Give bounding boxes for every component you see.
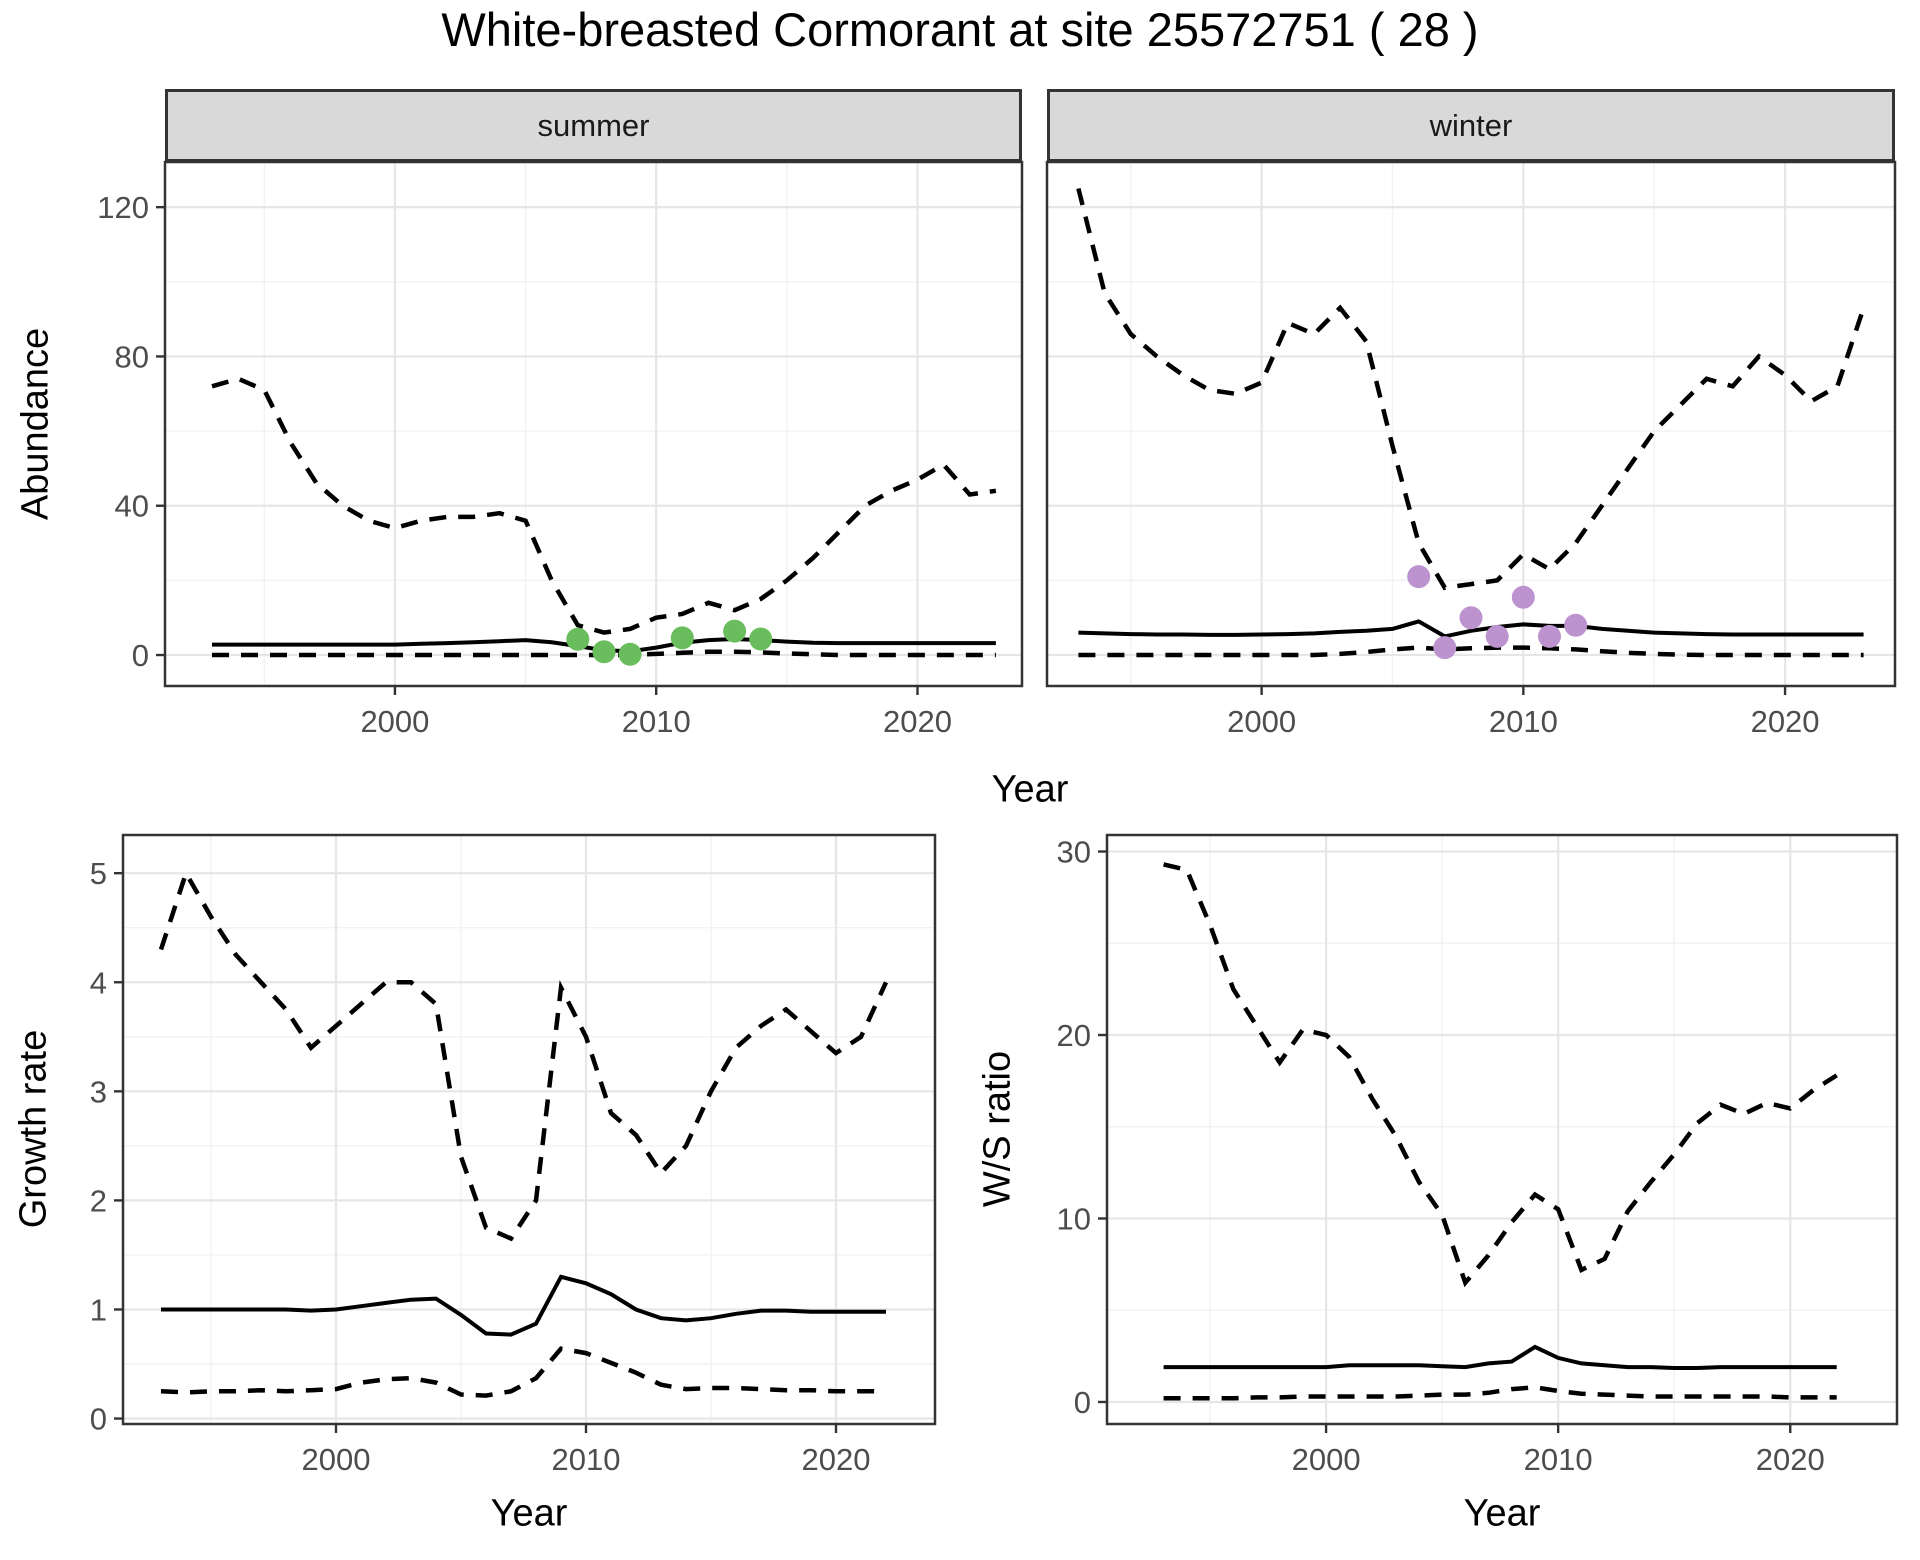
panel-border <box>1045 160 1897 688</box>
panel-ws-ratio: 2000 2010 2020 0 10 20 30 <box>1057 833 1899 1477</box>
plot-title: White-breasted Cormorant at site 2557275… <box>441 3 1479 56</box>
abundance-winter-upper-95ci-line <box>1076 187 1866 591</box>
growth-rate-lower-5ci-line <box>160 1346 886 1398</box>
x-tick-label: 2010 <box>1489 704 1558 739</box>
x-tick-label: 2000 <box>1292 1442 1361 1477</box>
x-tick-label: 2020 <box>802 1442 871 1477</box>
panel-abundance-winter: 2000 2010 2020 <box>1045 160 1897 739</box>
data-point <box>1459 606 1483 630</box>
data-point <box>1538 624 1561 648</box>
facet-strip-summer-label: summer <box>537 107 650 143</box>
x-axis-title-year-top: Year <box>991 768 1069 811</box>
x-tick-label: 2000 <box>360 704 429 739</box>
x-axis-title-year-bottom-right: Year <box>1463 1492 1541 1535</box>
y-tick-label: 5 <box>90 856 107 891</box>
data-point <box>670 626 694 650</box>
x-tick-label: 2000 <box>302 1442 371 1477</box>
data-point <box>1564 613 1588 637</box>
x-tick-label: 2000 <box>1227 704 1296 739</box>
x-tick-label: 2020 <box>1756 1442 1825 1477</box>
x-tick-label: 2020 <box>1751 704 1820 739</box>
panel-abundance-summer: 2000 2010 2020 0 40 80 120 <box>97 160 1024 739</box>
data-point <box>1433 636 1457 660</box>
x-tick-label: 2010 <box>552 1442 621 1477</box>
x-tick-label: 2010 <box>1524 1442 1593 1477</box>
y-tick-label: 2 <box>90 1183 107 1218</box>
panel-border <box>163 160 1024 688</box>
data-point <box>749 627 773 651</box>
abundance-winter-lower-5ci-line <box>1078 645 1864 658</box>
observed-counts-winter <box>1407 565 1588 660</box>
facet-strip-summer: summer <box>165 89 1022 162</box>
y-tick-label: 1 <box>90 1292 107 1327</box>
y-tick-label: 40 <box>115 489 149 524</box>
y-tick-label: 0 <box>1074 1385 1091 1420</box>
panel-border <box>121 833 937 1426</box>
data-point <box>592 640 616 664</box>
ws-ratio-upper-95ci-line <box>1163 862 1838 1288</box>
ws-ratio-lower-5ci-line <box>1163 1385 1837 1401</box>
y-tick-label: 80 <box>115 339 149 374</box>
data-point <box>1485 624 1509 648</box>
facet-strip-winter-label: winter <box>1429 107 1513 143</box>
data-point <box>723 619 747 643</box>
y-tick-label: 3 <box>90 1074 107 1109</box>
y-tick-label: 4 <box>90 965 107 1000</box>
x-axis-title-year-bottom-left: Year <box>490 1492 568 1535</box>
y-tick-label: 30 <box>1057 835 1091 870</box>
x-tick-label: 2020 <box>883 704 952 739</box>
abundance-summer-upper-95ci-line <box>211 376 997 635</box>
ws-ratio-median-line <box>1163 1344 1837 1370</box>
y-tick-label: 0 <box>90 1402 107 1437</box>
observed-counts-summer <box>566 619 773 666</box>
x-tick-label: 2010 <box>622 704 691 739</box>
panel-growth-rate: 2000 2010 2020 0 1 2 3 4 5 <box>90 833 937 1477</box>
data-point <box>566 627 590 651</box>
data-point <box>618 642 642 666</box>
growth-rate-upper-95ci-line <box>158 867 889 1242</box>
y-tick-label: 120 <box>97 190 149 225</box>
abundance-winter-median-line <box>1078 619 1864 639</box>
y-tick-label: 10 <box>1057 1201 1091 1236</box>
data-point <box>1407 565 1431 589</box>
y-tick-label: 20 <box>1057 1018 1091 1053</box>
facet-strip-winter: winter <box>1047 89 1895 162</box>
y-tick-label: 0 <box>132 638 149 673</box>
data-point <box>1511 585 1535 609</box>
growth-rate-median-line <box>161 1274 886 1337</box>
panel-border <box>1105 833 1899 1426</box>
